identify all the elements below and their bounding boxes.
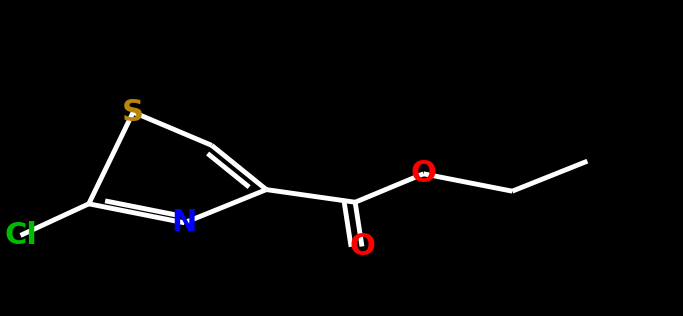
Text: S: S (122, 98, 144, 127)
Text: O: O (410, 159, 436, 188)
Text: Cl: Cl (4, 221, 37, 250)
Text: N: N (171, 208, 197, 237)
Text: O: O (349, 232, 375, 261)
